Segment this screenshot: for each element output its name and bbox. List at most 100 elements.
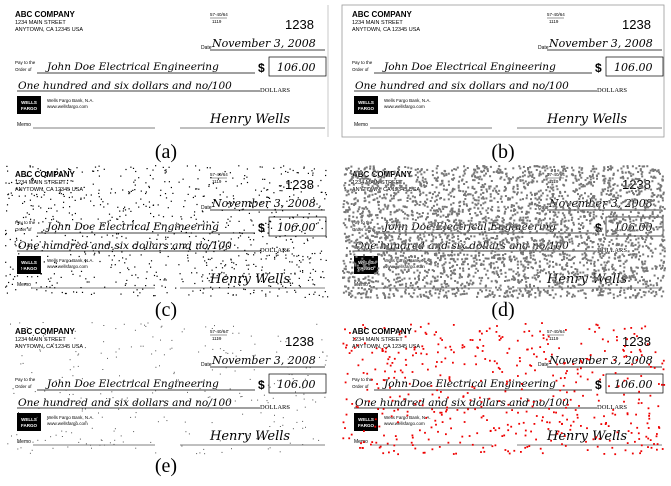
noise-dot: [446, 206, 448, 208]
noise-dot: [531, 194, 533, 196]
noise-dot: [546, 183, 548, 185]
noise-dot: [101, 439, 102, 440]
noise-dot: [34, 249, 35, 250]
noise-dot: [534, 277, 536, 279]
noise-dot: [172, 193, 173, 194]
noise-dot: [165, 248, 166, 249]
noise-dot: [579, 231, 581, 233]
noise-dot: [309, 294, 310, 295]
noise-dot: [512, 214, 514, 216]
noise-dot: [647, 206, 649, 208]
noise-dot: [373, 226, 375, 228]
noise-dot: [400, 284, 402, 286]
noise-dot: [233, 294, 234, 295]
noise-dot: [168, 207, 169, 208]
noise-dot: [520, 451, 522, 453]
noise-dot: [482, 254, 484, 256]
noise-dot: [450, 349, 452, 351]
noise-dot: [540, 291, 542, 293]
noise-dot: [415, 246, 417, 248]
noise-dot: [43, 230, 44, 231]
noise-dot: [500, 289, 502, 291]
noise-dot: [420, 296, 422, 298]
noise-dot: [165, 172, 166, 173]
noise-dot: [285, 255, 286, 256]
noise-dot: [539, 240, 541, 242]
noise-dot: [522, 217, 524, 219]
noise-dot: [484, 201, 486, 203]
noise-dot: [446, 409, 448, 411]
noise-dot: [648, 364, 650, 366]
noise-dot: [415, 219, 417, 221]
noise-dot: [95, 167, 96, 168]
noise-dot: [354, 247, 356, 249]
noise-dot: [459, 201, 461, 203]
noise-dot: [417, 237, 419, 239]
noise-dot: [348, 215, 350, 217]
noise-dot: [344, 233, 346, 235]
noise-dot: [357, 210, 359, 212]
noise-dot: [539, 251, 541, 253]
noise-dot: [393, 206, 395, 208]
noise-dot: [326, 194, 327, 195]
noise-dot: [354, 229, 356, 231]
noise-dot: [602, 234, 604, 236]
noise-dot: [405, 359, 407, 361]
noise-dot: [10, 239, 11, 240]
noise-dot: [136, 226, 137, 227]
noise-dot: [149, 201, 150, 202]
noise-dot: [417, 286, 419, 288]
noise-dot: [463, 222, 465, 224]
noise-dot: [361, 258, 363, 260]
noise-dot: [342, 206, 344, 208]
noise-dot: [362, 244, 364, 246]
noise-dot: [552, 289, 554, 291]
noise-dot: [653, 285, 655, 287]
noise-dot: [604, 188, 606, 190]
noise-dot: [565, 200, 567, 202]
noise-dot: [503, 435, 505, 437]
noise-dot: [48, 208, 49, 209]
noise-dot: [287, 172, 288, 173]
noise-dot: [459, 247, 461, 249]
noise-dot: [552, 193, 554, 195]
noise-dot: [584, 275, 586, 277]
noise-dot: [360, 442, 362, 444]
noise-dot: [41, 231, 42, 232]
noise-dot: [160, 223, 161, 224]
noise-dot: [613, 294, 615, 296]
noise-dot: [558, 231, 560, 233]
noise-dot: [661, 217, 663, 219]
noise-dot: [308, 375, 309, 376]
noise-dot: [212, 349, 213, 350]
noise-dot: [396, 182, 398, 184]
noise-dot: [630, 423, 632, 425]
noise-dot: [393, 410, 395, 412]
noise-dot: [8, 282, 9, 283]
noise-dot: [165, 265, 166, 266]
noise-dot: [609, 279, 611, 281]
noise-dot: [562, 170, 564, 172]
noise-dot: [640, 351, 642, 353]
noise-dot: [141, 191, 142, 192]
noise-dot: [553, 236, 555, 238]
noise-dot: [204, 196, 205, 197]
noise-dot: [641, 261, 643, 263]
noise-dot: [37, 236, 38, 237]
noise-dot: [542, 180, 544, 182]
noise-dot: [627, 229, 629, 231]
noise-dot: [85, 253, 86, 254]
noise-dot: [112, 217, 113, 218]
noise-dot: [361, 297, 363, 299]
noise-dot: [386, 248, 388, 250]
noise-dot: [592, 246, 594, 248]
noise-dot: [445, 286, 447, 288]
noise-dot: [613, 213, 615, 215]
noise-dot: [659, 288, 661, 290]
noise-dot: [660, 223, 662, 225]
noise-dot: [442, 267, 444, 269]
noise-dot: [135, 248, 136, 249]
noise-dot: [448, 184, 450, 186]
noise-dot: [395, 218, 397, 220]
noise-dot: [298, 266, 299, 267]
